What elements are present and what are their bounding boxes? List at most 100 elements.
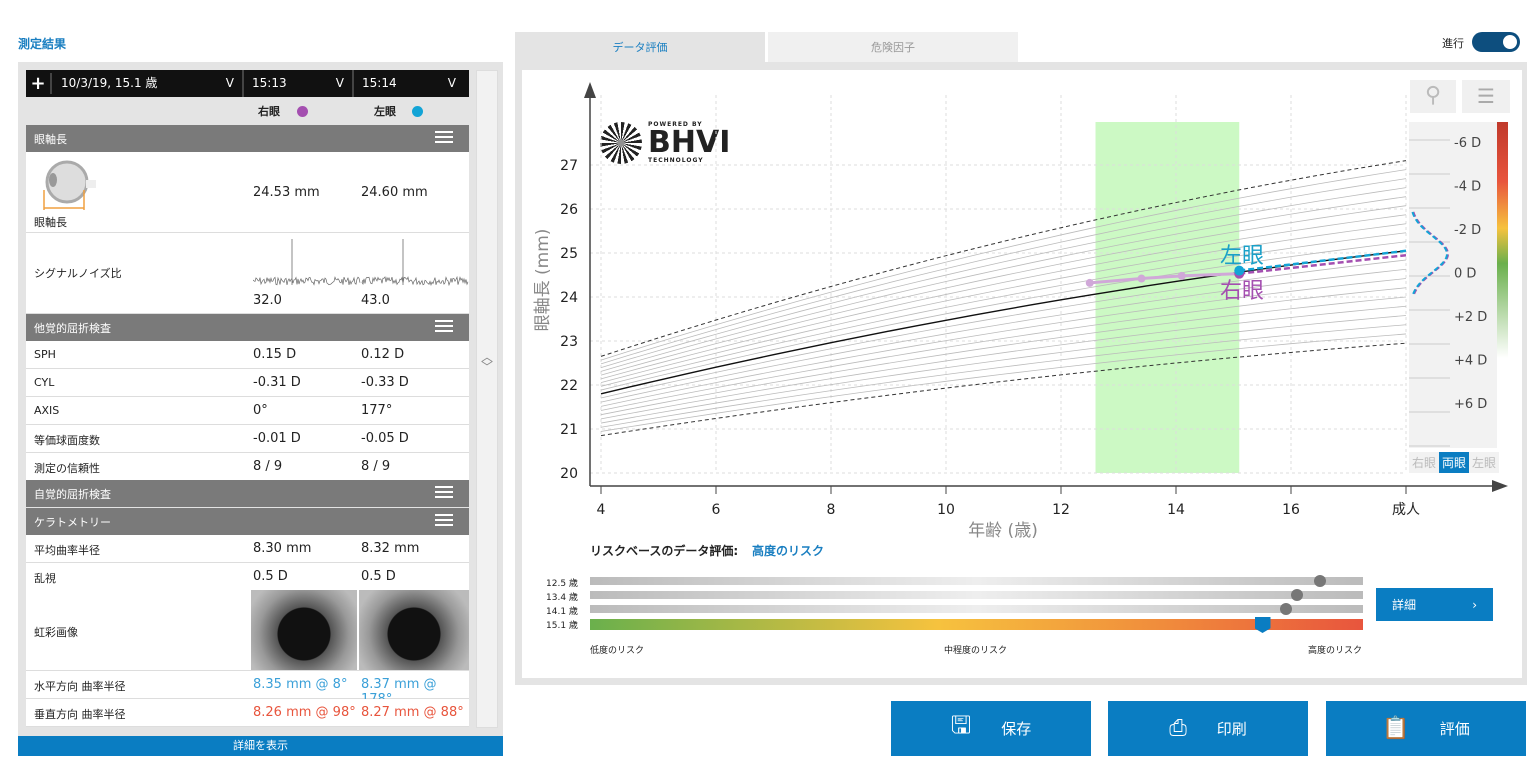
tab-data-evaluation[interactable]: データ評価 (515, 32, 765, 62)
risk-marker-handle[interactable] (1254, 617, 1271, 633)
refraction-scale-label: -6 D (1454, 136, 1481, 151)
percentile-curve (600, 205, 1407, 376)
y-tick-label: 21 (560, 422, 578, 438)
table-row: 等価球面度数 -0.01 D -0.05 D (26, 425, 469, 453)
x-tick-label: 6 (712, 502, 721, 518)
iris-row: 虹彩画像 (26, 590, 469, 671)
data-point (1085, 278, 1094, 287)
eye-both-button[interactable]: 両眼 (1439, 452, 1470, 473)
risk-high-label: 高度のリスク (1308, 646, 1363, 656)
y-tick-label: 26 (560, 202, 578, 218)
risk-bar (590, 577, 1363, 585)
refraction-scale-label: 0 D (1454, 267, 1476, 282)
refraction-scale-label: +4 D (1454, 354, 1487, 369)
x-tick-label: 16 (1282, 502, 1300, 518)
table-row: 乱視 0.5 D 0.5 D (26, 563, 469, 591)
x-tick-label: 8 (827, 502, 836, 518)
chevron-down-icon: V (447, 76, 456, 90)
lower-bound-curve (600, 342, 1407, 437)
section-kerato: ケラトメトリー (26, 508, 469, 535)
data-point (1177, 271, 1186, 280)
scrollbar[interactable] (476, 70, 498, 728)
y-tick-label: 22 (560, 378, 578, 394)
list-icon[interactable] (435, 486, 453, 500)
refraction-scale (1409, 122, 1497, 448)
percentile-curve (600, 333, 1407, 432)
refraction-scale-label: -4 D (1454, 180, 1481, 195)
refraction-scale-label: +2 D (1454, 310, 1487, 325)
risk-value: 高度のリスク (752, 544, 825, 558)
risk-bar (590, 619, 1363, 630)
percentile-curve (600, 296, 1407, 416)
settings-sliders-icon[interactable]: ☰ (1462, 80, 1510, 113)
x-axis-label: 年齢 (歳) (968, 521, 1038, 541)
section-objective: 他覚的屈折検査 (26, 314, 469, 341)
projection-line (1239, 253, 1407, 275)
list-icon[interactable] (435, 131, 453, 145)
y-tick-label: 25 (560, 246, 578, 262)
x-tick-label: 成人 (1392, 502, 1420, 518)
list-icon[interactable] (435, 320, 453, 334)
percentile-curve (600, 287, 1407, 411)
show-details-button[interactable]: 詳細を表示 (18, 736, 503, 756)
add-button[interactable]: + (26, 73, 52, 94)
save-button[interactable]: 🖫 保存 (891, 701, 1091, 756)
axial-row: 眼軸長 24.53 mm 24.60 mm (26, 152, 469, 233)
percentile-curve (600, 241, 1407, 391)
data-point (1137, 274, 1146, 283)
risk-history-dot (1291, 589, 1304, 601)
progress-toggle-label: 進行 (1442, 37, 1464, 50)
percentile-curve (600, 278, 1407, 407)
x-axis-arrow (1492, 480, 1508, 492)
signal-graph (253, 239, 469, 287)
table-row: 平均曲率半径 8.30 mm 8.32 mm (26, 535, 469, 563)
series-label: 右眼 (1220, 279, 1264, 304)
percentile-curve (600, 268, 1407, 403)
risk-history-dot (1314, 575, 1327, 587)
logo-mark-icon (600, 122, 642, 164)
h-radius-row: 水平方向 曲率半径 8.35 mm @ 8° 8.37 mm @ 178° (26, 671, 469, 707)
percentile-curve (600, 315, 1407, 424)
y-axis-arrow (584, 82, 596, 98)
details-button[interactable]: 詳細 › (1376, 588, 1493, 621)
zoom-search-icon[interactable]: ⚲ (1410, 80, 1456, 113)
table-row: AXIS 0° 177° (26, 397, 469, 425)
refraction-scale-label: +6 D (1454, 397, 1487, 412)
chevron-right-icon: › (1472, 597, 1477, 612)
section-axial: 眼軸長 (26, 125, 469, 152)
evaluate-button[interactable]: 📋 評価 (1326, 701, 1526, 756)
risk-age-label: 12.5 歳 (546, 579, 578, 589)
list-icon[interactable] (435, 514, 453, 528)
risk-age-label: 13.4 歳 (546, 593, 578, 603)
risk-age-label: 15.1 歳 (546, 621, 578, 631)
save-icon: 🖫 (950, 711, 972, 739)
percentile-curve (600, 187, 1407, 369)
x-tick-label: 4 (597, 502, 606, 518)
chevron-down-icon: V (335, 76, 344, 90)
percentile-curve (600, 223, 1407, 383)
time1-select[interactable]: 15:13 V (244, 70, 354, 97)
eye-left-button[interactable]: 左眼 (1472, 456, 1497, 470)
right-eye-dot (297, 106, 308, 117)
risk-label: リスクベースのデータ評価: (590, 544, 739, 558)
print-button[interactable]: ⎙ 印刷 (1108, 701, 1308, 756)
refraction-scale-label: -2 D (1454, 223, 1481, 238)
progress-toggle[interactable] (1472, 32, 1520, 52)
percentile-curve (600, 169, 1407, 361)
eye-selector: 右眼 両眼 左眼 (1409, 452, 1500, 473)
bhvi-logo: POWERED BY BHVI TECHNOLOGY (600, 122, 730, 164)
x-tick-label: 10 (937, 502, 955, 518)
tab-risk-factors[interactable]: 危険因子 (768, 32, 1018, 62)
left-iris-image[interactable] (359, 590, 469, 670)
left-eye-dot (412, 106, 423, 117)
right-iris-image[interactable] (251, 590, 357, 670)
expand-icon[interactable]: ︿ ﹀ (480, 350, 493, 374)
y-axis-label: 眼軸長 (mm) (533, 229, 553, 332)
percentile-curve (600, 232, 1407, 387)
percentile-curve (600, 196, 1407, 372)
time2-select[interactable]: 15:14 V (354, 70, 464, 97)
eye-right-button[interactable]: 右眼 (1412, 456, 1437, 470)
table-row: SPH 0.15 D 0.12 D (26, 341, 469, 369)
